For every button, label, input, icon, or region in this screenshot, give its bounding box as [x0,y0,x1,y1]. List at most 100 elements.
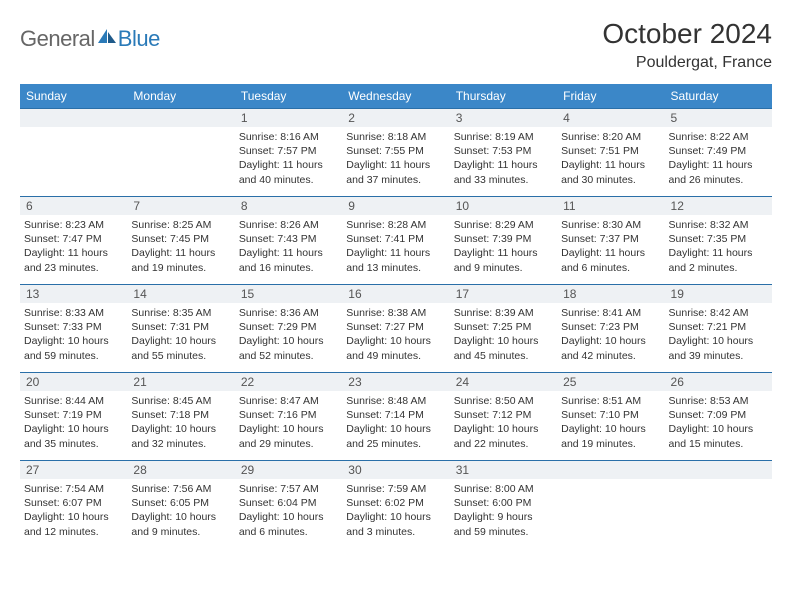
sunrise-text: Sunrise: 8:19 AM [454,130,551,144]
sunrise-text: Sunrise: 8:36 AM [239,306,336,320]
daylight-text: Daylight: 10 hours and 12 minutes. [24,510,121,538]
day-content: Sunrise: 8:39 AMSunset: 7:25 PMDaylight:… [450,303,557,366]
day-content: Sunrise: 8:26 AMSunset: 7:43 PMDaylight:… [235,215,342,278]
day-content: Sunrise: 8:19 AMSunset: 7:53 PMDaylight:… [450,127,557,190]
sunset-text: Sunset: 7:25 PM [454,320,551,334]
daylight-text: Daylight: 10 hours and 52 minutes. [239,334,336,362]
calendar-week-row: 6Sunrise: 8:23 AMSunset: 7:47 PMDaylight… [20,196,772,284]
day-content: Sunrise: 8:44 AMSunset: 7:19 PMDaylight:… [20,391,127,454]
day-cell: 15Sunrise: 8:36 AMSunset: 7:29 PMDayligh… [235,284,342,372]
logo-sail-icon [98,29,116,43]
day-cell: 16 Sunrise: 8:38 AMSunset: 7:27 PMDayligh… [342,284,449,372]
day-content: Sunrise: 7:56 AMSunset: 6:05 PMDaylight:… [127,479,234,542]
day-content: Sunrise: 8:22 AMSunset: 7:49 PMDaylight:… [665,127,772,190]
day-header: Monday [127,84,234,108]
daylight-text: Daylight: 10 hours and 59 minutes. [24,334,121,362]
day-cell: 29Sunrise: 7:57 AMSunset: 6:04 PMDayligh… [235,460,342,548]
day-content: Sunrise: 8:50 AMSunset: 7:12 PMDaylight:… [450,391,557,454]
day-number [127,108,234,127]
sunrise-text: Sunrise: 8:51 AM [561,394,658,408]
sunset-text: Sunset: 7:53 PM [454,144,551,158]
daylight-text: Daylight: 11 hours and 6 minutes. [561,246,658,274]
day-content: Sunrise: 8:16 AMSunset: 7:57 PMDaylight:… [235,127,342,190]
sunrise-text: Sunrise: 8:30 AM [561,218,658,232]
day-content: Sunrise: 8:41 AMSunset: 7:23 PMDaylight:… [557,303,664,366]
daylight-text: Daylight: 10 hours and 6 minutes. [239,510,336,538]
day-header: Wednesday [342,84,449,108]
daylight-text: Daylight: 10 hours and 49 minutes. [346,334,443,362]
day-content: Sunrise: 8:18 AMSunset: 7:55 PMDaylight:… [342,127,449,190]
day-cell: 3Sunrise: 8:19 AMSunset: 7:53 PMDaylight… [450,108,557,196]
daylight-text: Daylight: 11 hours and 30 minutes. [561,158,658,186]
day-header: Tuesday [235,84,342,108]
daylight-text: Daylight: 10 hours and 45 minutes. [454,334,551,362]
day-content: Sunrise: 8:33 AMSunset: 7:33 PMDaylight:… [20,303,127,366]
daylight-text: Daylight: 10 hours and 3 minutes. [346,510,443,538]
sunset-text: Sunset: 7:16 PM [239,408,336,422]
day-number: 19 [665,284,772,303]
day-content [20,127,127,187]
sunrise-text: Sunrise: 8:39 AM [454,306,551,320]
sunset-text: Sunset: 7:19 PM [24,408,121,422]
day-number: 6 [20,196,127,215]
sunset-text: Sunset: 7:57 PM [239,144,336,158]
sunrise-text: Sunrise: 8:45 AM [131,394,228,408]
day-number: 27 [20,460,127,479]
day-content: Sunrise: 8:00 AMSunset: 6:00 PMDaylight:… [450,479,557,542]
sunrise-text: Sunrise: 8:38 AM [346,306,443,320]
day-number: 7 [127,196,234,215]
daylight-text: Daylight: 11 hours and 37 minutes. [346,158,443,186]
day-cell: 20Sunrise: 8:44 AMSunset: 7:19 PMDayligh… [20,372,127,460]
daylight-text: Daylight: 10 hours and 9 minutes. [131,510,228,538]
sunset-text: Sunset: 7:49 PM [669,144,766,158]
sunrise-text: Sunrise: 8:28 AM [346,218,443,232]
day-number: 18 [557,284,664,303]
sunset-text: Sunset: 7:12 PM [454,408,551,422]
day-content: Sunrise: 8:35 AMSunset: 7:31 PMDaylight:… [127,303,234,366]
day-content: Sunrise: 8:32 AMSunset: 7:35 PMDaylight:… [665,215,772,278]
title-block: October 2024 Pouldergat, France [602,18,772,72]
sunrise-text: Sunrise: 7:59 AM [346,482,443,496]
day-cell: 22Sunrise: 8:47 AMSunset: 7:16 PMDayligh… [235,372,342,460]
day-number: 29 [235,460,342,479]
sunrise-text: Sunrise: 8:41 AM [561,306,658,320]
sunrise-text: Sunrise: 8:33 AM [24,306,121,320]
daylight-text: Daylight: 11 hours and 33 minutes. [454,158,551,186]
sunset-text: Sunset: 7:51 PM [561,144,658,158]
sunset-text: Sunset: 7:27 PM [346,320,443,334]
day-number [557,460,664,479]
day-cell: 21Sunrise: 8:45 AMSunset: 7:18 PMDayligh… [127,372,234,460]
day-cell: 8Sunrise: 8:26 AMSunset: 7:43 PMDaylight… [235,196,342,284]
day-number: 16 [342,284,449,303]
daylight-text: Daylight: 11 hours and 9 minutes. [454,246,551,274]
sunset-text: Sunset: 7:37 PM [561,232,658,246]
day-cell: 25Sunrise: 8:51 AMSunset: 7:10 PMDayligh… [557,372,664,460]
sunrise-text: Sunrise: 8:48 AM [346,394,443,408]
day-number: 14 [127,284,234,303]
day-cell: 30Sunrise: 7:59 AMSunset: 6:02 PMDayligh… [342,460,449,548]
day-number: 22 [235,372,342,391]
day-content [127,127,234,187]
day-number: 1 [235,108,342,127]
day-header: Saturday [665,84,772,108]
day-content: Sunrise: 8:48 AMSunset: 7:14 PMDaylight:… [342,391,449,454]
day-number: 31 [450,460,557,479]
day-cell [665,460,772,548]
daylight-text: Daylight: 11 hours and 16 minutes. [239,246,336,274]
day-number: 20 [20,372,127,391]
day-cell [127,108,234,196]
daylight-text: Daylight: 10 hours and 32 minutes. [131,422,228,450]
day-header: Friday [557,84,664,108]
daylight-text: Daylight: 11 hours and 40 minutes. [239,158,336,186]
day-cell: 28Sunrise: 7:56 AMSunset: 6:05 PMDayligh… [127,460,234,548]
day-cell: 7Sunrise: 8:25 AMSunset: 7:45 PMDaylight… [127,196,234,284]
sunset-text: Sunset: 7:41 PM [346,232,443,246]
sunrise-text: Sunrise: 8:26 AM [239,218,336,232]
calendar-week-row: 20Sunrise: 8:44 AMSunset: 7:19 PMDayligh… [20,372,772,460]
day-content: Sunrise: 8:30 AMSunset: 7:37 PMDaylight:… [557,215,664,278]
daylight-text: Daylight: 10 hours and 29 minutes. [239,422,336,450]
day-content: Sunrise: 7:54 AMSunset: 6:07 PMDaylight:… [20,479,127,542]
sunset-text: Sunset: 7:39 PM [454,232,551,246]
sunset-text: Sunset: 7:55 PM [346,144,443,158]
sunrise-text: Sunrise: 7:57 AM [239,482,336,496]
